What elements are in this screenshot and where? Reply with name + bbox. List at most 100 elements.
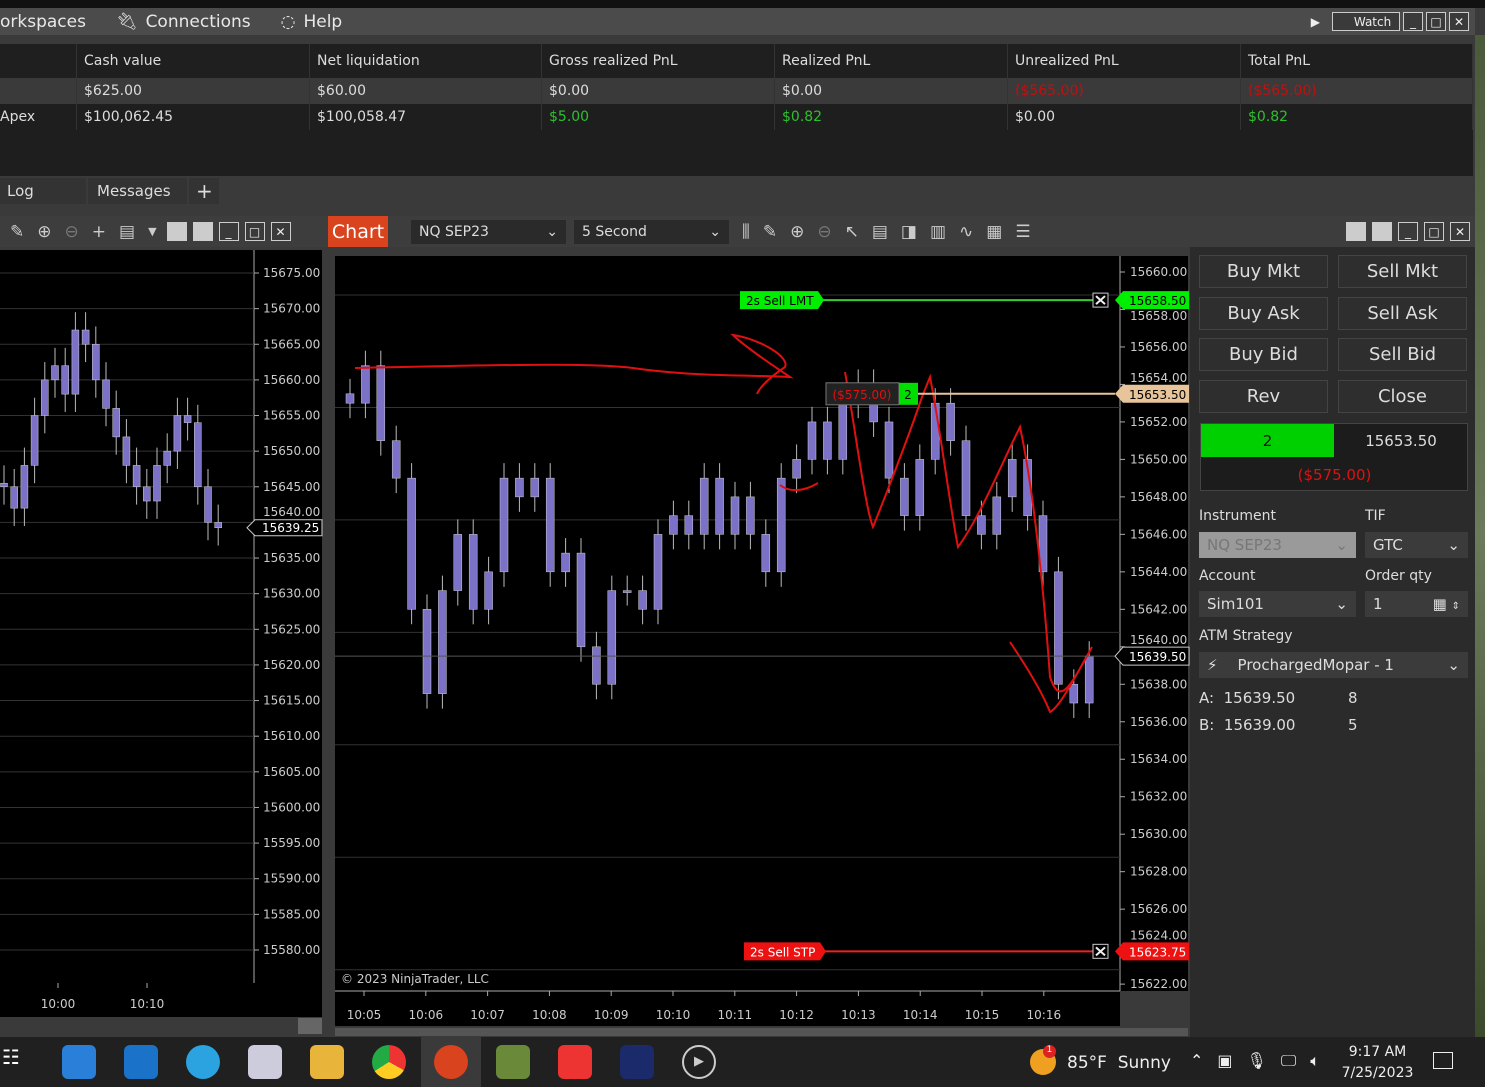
ask-row: A: 15639.50	[1199, 689, 1296, 707]
notifications-icon[interactable]	[1433, 1052, 1453, 1069]
file-explorer-icon[interactable]	[310, 1045, 344, 1079]
y-tick-label: 15628.00	[1130, 865, 1187, 879]
data-box-icon[interactable]: ▤	[119, 221, 136, 242]
data-box-icon[interactable]: ▤	[871, 221, 888, 242]
pencil-icon[interactable]: ✎	[10, 221, 25, 242]
close-button[interactable]: ✕	[1449, 12, 1469, 31]
chevron-up-icon[interactable]: ⌃	[1190, 1051, 1204, 1070]
maximize-button[interactable]: □	[1426, 12, 1446, 31]
menu-help[interactable]: ◌ Help	[280, 11, 343, 32]
table-cell: $5.00	[542, 104, 775, 130]
menu-workspaces[interactable]: orkspaces	[0, 11, 86, 32]
spinner-icon[interactable]: ⇕	[1451, 601, 1460, 612]
candle	[1054, 571, 1063, 685]
ninjatrader-app-icon[interactable]	[434, 1045, 468, 1079]
chrome-app-icon[interactable]	[372, 1045, 406, 1079]
buy-bid-button[interactable]: Buy Bid	[1199, 338, 1328, 371]
pencil-icon[interactable]: ✎	[762, 221, 778, 242]
sell-bid-button[interactable]: Sell Bid	[1338, 338, 1467, 371]
tile-icon[interactable]	[1372, 222, 1392, 241]
tile-icon[interactable]	[1346, 222, 1366, 241]
mail-app-icon[interactable]	[124, 1045, 158, 1079]
templates-icon[interactable]: ▦	[986, 221, 1003, 242]
nt-app-icon[interactable]	[558, 1045, 592, 1079]
zoom-out-icon[interactable]: ⊖	[817, 221, 832, 242]
store-app-icon[interactable]	[62, 1045, 96, 1079]
sell-market-button[interactable]: Sell Mkt	[1338, 255, 1467, 288]
dropdown-icon[interactable]: ▼	[148, 225, 157, 238]
interval-select[interactable]: 5 Second ⌄	[574, 219, 729, 244]
atm-strategy-select[interactable]: ⚡︎ ProchargedMopar - 1 ⌄	[1199, 652, 1468, 678]
candle	[746, 496, 755, 535]
x-tick-label: 10:07	[470, 1008, 505, 1022]
network-icon[interactable]: 🖵	[1280, 1051, 1297, 1070]
candle	[669, 515, 678, 535]
bar-type-icon[interactable]: ⫼	[742, 221, 750, 242]
zoom-out-icon[interactable]: ⊖	[64, 221, 79, 242]
stop-price: 15623.75	[1129, 945, 1186, 959]
table-cell: $60.00	[310, 78, 542, 104]
minimize-button[interactable]: _	[1398, 222, 1418, 241]
order-qty-input[interactable]: 1 ▦ ⇕	[1365, 591, 1468, 617]
table-row[interactable]: Apex $100,062.45 $100,058.47 $5.00 $0.82 $0.0…	[0, 104, 1473, 130]
close-button[interactable]: ✕	[1450, 222, 1470, 241]
horizontal-scrollbar	[335, 1028, 1188, 1036]
table-row[interactable]: $625.00 $60.00 $0.00 $0.00 ($565.00) ($565.00…	[0, 78, 1473, 104]
watch-button[interactable]: ▶ Watch	[1311, 12, 1400, 31]
calculator-icon[interactable]: ▦	[1432, 595, 1447, 613]
close-position-button[interactable]: Close	[1338, 380, 1467, 413]
tradingview-app-icon[interactable]	[620, 1045, 654, 1079]
reverse-button[interactable]: Rev	[1199, 380, 1328, 413]
charts-area[interactable]: 15675.00 15670.00 15665.00 15660.00 15655.00…	[0, 247, 1190, 1037]
add-tab-button[interactable]: +	[189, 178, 219, 204]
telegram-app-icon[interactable]	[186, 1045, 220, 1079]
app-icon[interactable]	[496, 1045, 530, 1079]
minimize-button[interactable]: _	[1403, 12, 1423, 31]
control-panel-icon[interactable]	[248, 1045, 282, 1079]
y-tick-label: 15644.00	[1130, 565, 1187, 579]
close-button[interactable]: ✕	[270, 222, 291, 241]
tile-icon[interactable]	[166, 222, 187, 241]
camera-icon[interactable]: ▣	[1217, 1051, 1233, 1070]
pointer-icon[interactable]: ↖	[844, 221, 859, 242]
y-tick-label: 15620.00	[263, 658, 320, 672]
widgets-icon[interactable]: ☷	[2, 1045, 20, 1069]
media-player-icon[interactable]: ▶	[682, 1045, 716, 1079]
table-cell: $100,062.45	[77, 104, 310, 130]
tab-messages[interactable]: Messages	[88, 178, 187, 204]
position-pnl: ($575.00)	[833, 388, 892, 402]
order-panel-icon[interactable]: ◨	[900, 221, 917, 242]
tab-log[interactable]: Log	[0, 178, 86, 204]
position-price: 15653.50	[1129, 388, 1186, 402]
buy-ask-button[interactable]: Buy Ask	[1199, 297, 1328, 330]
sell-limit-price-marker	[1115, 291, 1189, 310]
y-tick-label: 15622.00	[1130, 977, 1187, 991]
accounts-grid: Cash value Net liquidation Gross realized …	[0, 44, 1473, 176]
maximize-button[interactable]: □	[244, 222, 265, 241]
maximize-button[interactable]: □	[1424, 222, 1444, 241]
candle	[807, 421, 817, 460]
account-select[interactable]: Sim101 ⌄	[1199, 591, 1356, 617]
header-row[interactable]: Cash value Net liquidation Gross realized …	[0, 44, 1473, 78]
crosshair-icon[interactable]: +	[91, 221, 106, 242]
minimize-button[interactable]: _	[218, 222, 239, 241]
zoom-in-icon[interactable]: ⊕	[790, 221, 805, 242]
instrument-select[interactable]: NQ SEP23 ⌄	[1199, 532, 1356, 558]
volume-icon[interactable]: 🔈︎	[1310, 1051, 1320, 1070]
menu-connections[interactable]: 🔌︎ Connections	[115, 11, 251, 32]
indicators-icon[interactable]: ▥	[929, 221, 947, 242]
buy-market-button[interactable]: Buy Mkt	[1199, 255, 1328, 288]
sell-ask-button[interactable]: Sell Ask	[1338, 297, 1467, 330]
microphone-icon[interactable]: 🎙︎	[1246, 1051, 1267, 1070]
weather-text[interactable]: 85°F Sunny	[1067, 1053, 1171, 1073]
instrument-select[interactable]: NQ SEP23 ⌄	[411, 219, 566, 244]
strategies-icon[interactable]: ∿	[959, 221, 974, 242]
column-header: Net liquidation	[310, 44, 542, 78]
clock[interactable]: 9:17 AM 7/25/2023	[1341, 1044, 1414, 1081]
tif-select[interactable]: GTC ⌄	[1365, 532, 1468, 558]
left-candle	[102, 379, 110, 409]
tile-icon[interactable]	[192, 222, 213, 241]
zoom-in-icon[interactable]: ⊕	[37, 221, 52, 242]
properties-icon[interactable]: ☰	[1015, 221, 1031, 242]
left-candle	[30, 415, 39, 466]
